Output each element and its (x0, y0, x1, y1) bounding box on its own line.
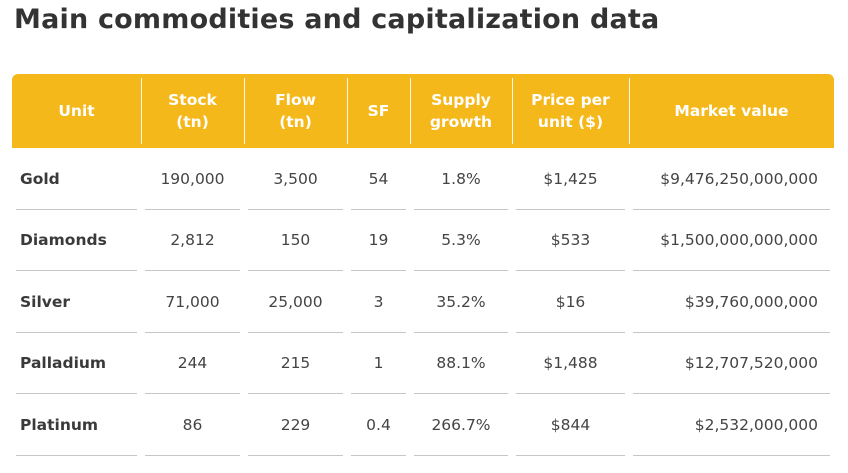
cell-supply-growth: 1.8% (441, 169, 481, 188)
cell-unit: Gold (20, 169, 60, 188)
row-divider (248, 208, 343, 210)
row-divider (516, 454, 625, 456)
cell-flow: 215 (280, 354, 311, 373)
table-row: Silver 71,000 25,000 3 35.2% $16 $39,760,000,0… (12, 271, 834, 333)
cell-market-value: $39,760,000,000 (684, 292, 818, 311)
table-row: Palladium 244 215 1 88.1% $1,488 $12,707,520,0… (12, 333, 834, 394)
row-divider (633, 270, 830, 271)
row-divider (16, 208, 137, 210)
row-divider (16, 270, 137, 271)
table-body: Gold 190,000 3,500 54 1.8% $1,425 $9,476,250,0… (12, 148, 834, 456)
commodities-table: Unit Stock (tn) Flow (tn) SF Supply growth Pr… (12, 74, 834, 456)
row-divider (633, 454, 830, 456)
cell-flow: 25,000 (268, 292, 323, 311)
cell-unit: Palladium (20, 354, 107, 373)
row-divider (351, 393, 406, 394)
row-divider (351, 208, 406, 210)
row-divider (414, 331, 508, 333)
row-divider (248, 454, 343, 456)
row-divider (248, 393, 343, 394)
table-row: Diamonds 2,812 150 19 5.3% $533 $1,500,000,000… (12, 210, 834, 271)
page-title: Main commodities and capitalization data (14, 4, 660, 35)
table-header: Unit Stock (tn) Flow (tn) SF Supply growth Pr… (12, 74, 834, 148)
cell-sf: 19 (368, 231, 389, 250)
row-divider (516, 208, 625, 210)
row-divider (633, 331, 830, 333)
cell-price-per-unit: $16 (555, 292, 586, 311)
row-divider (633, 208, 830, 210)
row-divider (16, 331, 137, 333)
row-divider (414, 393, 508, 394)
cell-price-per-unit: $844 (550, 415, 591, 434)
header-price-per-unit: Price per unit ($) (531, 91, 610, 131)
header-divider (347, 78, 348, 144)
cell-sf: 0.4 (366, 415, 391, 434)
row-divider (248, 270, 343, 271)
cell-supply-growth: 35.2% (436, 292, 486, 311)
row-divider (516, 270, 625, 271)
cell-sf: 1 (373, 354, 384, 373)
cell-flow: 229 (280, 415, 311, 434)
header-stock: Stock (tn) (168, 91, 217, 131)
cell-market-value: $12,707,520,000 (684, 354, 818, 373)
cell-market-value: $2,532,000,000 (694, 415, 818, 434)
cell-unit: Diamonds (20, 231, 107, 250)
cell-flow: 150 (280, 231, 311, 250)
cell-market-value: $1,500,000,000,000 (660, 231, 818, 250)
cell-stock: 190,000 (160, 169, 225, 188)
cell-supply-growth: 5.3% (441, 231, 481, 250)
row-divider (145, 454, 240, 456)
row-divider (16, 454, 137, 456)
row-divider (351, 331, 406, 333)
row-divider (414, 270, 508, 271)
cell-unit: Platinum (20, 415, 99, 434)
row-divider (633, 393, 830, 394)
header-unit: Unit (58, 102, 95, 120)
cell-price-per-unit: $533 (550, 231, 591, 250)
row-divider (351, 454, 406, 456)
table-row: Gold 190,000 3,500 54 1.8% $1,425 $9,476,250,0… (12, 148, 834, 210)
cell-stock: 86 (182, 415, 203, 434)
row-divider (516, 331, 625, 333)
header-divider (244, 78, 245, 144)
cell-flow: 3,500 (273, 169, 318, 188)
row-divider (248, 331, 343, 333)
row-divider (414, 454, 508, 456)
header-divider (141, 78, 142, 144)
cell-supply-growth: 88.1% (436, 354, 486, 373)
cell-unit: Silver (20, 292, 71, 311)
row-divider (516, 393, 625, 394)
row-divider (145, 270, 240, 271)
cell-stock: 71,000 (165, 292, 220, 311)
header-divider (512, 78, 513, 144)
row-divider (145, 208, 240, 210)
header-sf: SF (367, 102, 390, 120)
cell-market-value: $9,476,250,000,000 (660, 169, 818, 188)
cell-supply-growth: 266.7% (431, 415, 491, 434)
row-divider (145, 331, 240, 333)
header-flow: Flow (tn) (275, 91, 316, 131)
header-supply-growth: Supply growth (429, 91, 493, 131)
row-divider (351, 270, 406, 271)
header-divider (629, 78, 630, 144)
cell-stock: 244 (177, 354, 208, 373)
cell-sf: 54 (368, 169, 389, 188)
row-divider (414, 208, 508, 210)
cell-stock: 2,812 (170, 231, 215, 250)
cell-sf: 3 (373, 292, 384, 311)
header-market-value: Market value (674, 102, 789, 120)
cell-price-per-unit: $1,425 (543, 169, 598, 188)
table-row: Platinum 86 229 0.4 266.7% $844 $2,532,000,000 (12, 394, 834, 456)
header-divider (410, 78, 411, 144)
row-divider (145, 393, 240, 394)
cell-price-per-unit: $1,488 (543, 354, 598, 373)
row-divider (16, 393, 137, 394)
